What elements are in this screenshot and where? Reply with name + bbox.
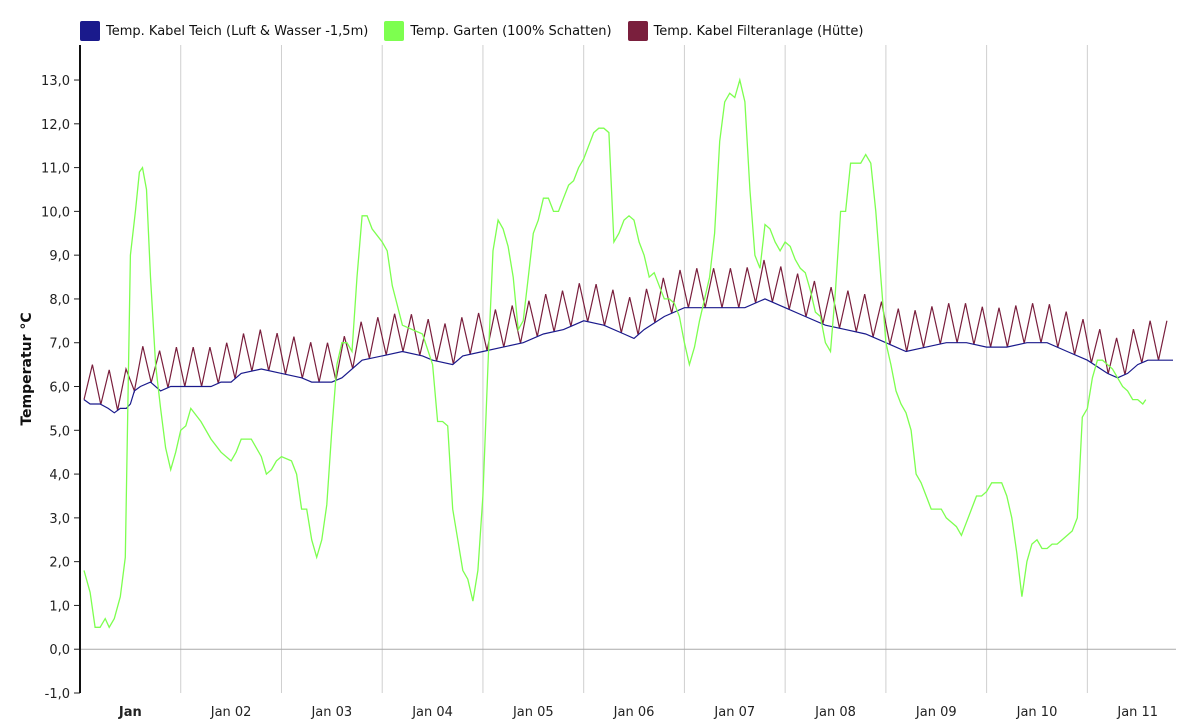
y-tick-label: 6,0 — [49, 381, 70, 396]
legend: Temp. Kabel Teich (Luft & Wasser -1,5m) … — [80, 20, 863, 42]
x-tick-label: Jan 10 — [1016, 705, 1058, 720]
y-tick-label: 2,0 — [49, 556, 70, 571]
y-tick-label: 9,0 — [49, 249, 70, 264]
legend-swatch-teich — [80, 21, 100, 41]
legend-label-teich: Temp. Kabel Teich (Luft & Wasser -1,5m) — [106, 23, 369, 39]
series-line-0 — [83, 298, 1173, 414]
x-tick-label: Jan 08 — [814, 705, 856, 720]
legend-item-garten[interactable]: Temp. Garten (100% Schatten) — [384, 21, 612, 41]
y-tick-label: 4,0 — [49, 468, 70, 483]
x-tick-label: Jan 06 — [613, 705, 655, 720]
y-tick-label: 10,0 — [41, 205, 70, 220]
y-tick-label: 12,0 — [41, 118, 70, 133]
x-tick-label: Jan 02 — [210, 705, 252, 720]
legend-item-filteranlage[interactable]: Temp. Kabel Filteranlage (Hütte) — [627, 21, 864, 41]
x-tick-label: Jan — [118, 705, 142, 720]
legend-swatch-garten — [384, 21, 405, 41]
x-tick-label: Jan 04 — [411, 705, 453, 720]
x-tick-label: Jan 11 — [1116, 705, 1158, 720]
y-tick-label: -1,0 — [45, 687, 70, 702]
y-tick-label: 7,0 — [49, 337, 70, 352]
y-tick-label: 8,0 — [49, 293, 70, 308]
y-tick-label: 3,0 — [49, 512, 70, 527]
y-axis-title: Temperatur °C — [19, 312, 35, 425]
x-tick-label: Jan 05 — [512, 705, 554, 720]
y-tick-label: 11,0 — [41, 162, 70, 177]
legend-item-teich[interactable]: Temp. Kabel Teich (Luft & Wasser -1,5m) — [80, 21, 368, 41]
y-tick-label: 5,0 — [49, 424, 70, 439]
x-tick-label: Jan 03 — [310, 705, 352, 720]
x-tick-label: Jan 07 — [713, 705, 755, 720]
series-line-2 — [83, 259, 1168, 411]
y-tick-label: 1,0 — [49, 599, 70, 614]
series-line-1 — [83, 77, 1147, 629]
legend-label-garten: Temp. Garten (100% Schatten) — [410, 23, 612, 39]
legend-label-filteranlage: Temp. Kabel Filteranlage (Hütte) — [653, 23, 864, 39]
y-tick-label: 0,0 — [49, 643, 70, 658]
legend-swatch-filteranlage — [627, 21, 648, 41]
y-tick-label: 13,0 — [41, 74, 70, 89]
x-tick-label: Jan 09 — [915, 705, 957, 720]
